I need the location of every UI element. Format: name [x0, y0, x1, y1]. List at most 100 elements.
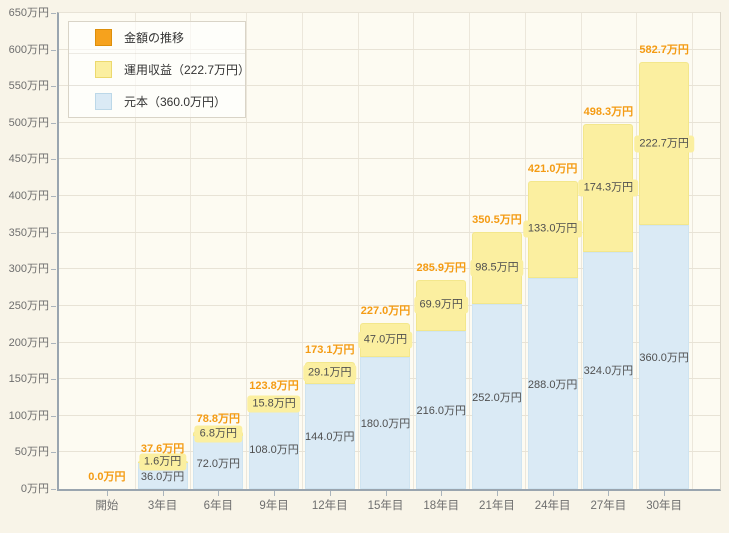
bar-27年目: 324.0万円 174.3万円 498.3万円 [578, 13, 639, 489]
total-value-label: 0.0万円 [88, 471, 126, 483]
y-axis-tick-label: 650万円 [8, 7, 49, 19]
legend-swatch-yellow-icon [95, 61, 112, 78]
x-axis-tick [274, 491, 276, 496]
x-axis-tick [218, 491, 220, 496]
x-axis-tick-label: 3年目 [147, 500, 178, 512]
bar-12年目: 144.0万円 29.1万円 173.1万円 [302, 13, 358, 489]
x-axis-tick-label: 30年目 [646, 500, 683, 512]
gridline-vertical [301, 13, 303, 489]
gridline-horizontal [59, 121, 720, 123]
y-axis-tick-label: 450万円 [8, 153, 49, 166]
total-value-label: 78.8万円 [196, 413, 241, 426]
y-axis-tick-label: 550万円 [8, 80, 49, 93]
profit-value-label: 1.6万円 [138, 453, 187, 471]
x-axis-tick-label: 24年目 [534, 500, 571, 512]
total-value-label: 285.9万円 [416, 261, 466, 274]
gridline-horizontal [59, 12, 720, 13]
chart-legend: 金額の推移 運用収益（222.7万円） 元本（360.0万円） [68, 21, 250, 118]
gridline-vertical [636, 13, 638, 489]
y-axis-tick [51, 342, 56, 344]
total-value-label: 421.0万円 [527, 162, 578, 175]
principal-value-label: 288.0万円 [527, 378, 578, 391]
y-axis-tick-label: 0万円 [20, 483, 49, 495]
principal-value-label: 360.0万円 [639, 352, 689, 365]
bar-segment-principal [527, 278, 578, 489]
y-axis-tick [51, 13, 56, 14]
gridline-horizontal [59, 158, 720, 160]
y-axis-tick-label: 150万円 [8, 373, 49, 386]
gridline-vertical [357, 13, 359, 489]
gridline-vertical [580, 13, 582, 489]
y-axis-tick-label: 500万円 [8, 116, 49, 129]
gridline-horizontal [59, 48, 720, 50]
bar-3年目: 36.0万円 1.6万円 37.6万円 [135, 13, 191, 489]
y-axis-tick [51, 122, 56, 124]
gridline-horizontal [59, 268, 720, 270]
profit-value-label: 133.0万円 [522, 220, 583, 238]
legend-label: 運用収益（222.7万円） [124, 63, 251, 77]
y-axis-tick-label: 400万円 [8, 190, 49, 203]
y-axis-tick [51, 415, 56, 417]
principal-value-label: 72.0万円 [196, 457, 241, 470]
y-axis-tick [51, 305, 56, 307]
total-value-label: 350.5万円 [472, 214, 522, 227]
x-axis-tick-label: 15年目 [367, 500, 404, 512]
legend-item-total[interactable]: 金額の推移 [69, 22, 245, 53]
bar-21年目: 252.0万円 98.5万円 350.5万円 [469, 13, 525, 489]
bar-segment-principal [360, 357, 411, 489]
y-axis-tick [51, 49, 56, 51]
x-axis-tick [552, 491, 554, 496]
gridline-vertical [692, 13, 693, 489]
profit-value-label: 15.8万円 [247, 395, 301, 413]
bar-segment-principal [583, 251, 634, 489]
profit-value-label: 174.3万円 [578, 179, 639, 197]
y-axis-tick [51, 196, 56, 198]
y-axis-tick-label: 350万円 [8, 226, 49, 239]
y-axis-tick [51, 269, 56, 271]
principal-value-label: 216.0万円 [416, 404, 466, 417]
profit-value-label: 6.8万円 [194, 425, 242, 443]
principal-value-label: 36.0万円 [140, 470, 185, 483]
gridline-horizontal [59, 85, 720, 87]
gridline-horizontal [59, 231, 720, 233]
bar-15年目: 180.0万円 47.0万円 227.0万円 [358, 13, 414, 489]
principal-value-label: 252.0万円 [472, 391, 522, 404]
x-axis-tick-label: 27年目 [590, 500, 627, 512]
total-value-label: 582.7万円 [639, 44, 689, 57]
y-axis-tick [51, 452, 56, 454]
total-value-label: 173.1万円 [305, 344, 355, 357]
y-axis-tick-label: 300万円 [8, 263, 49, 276]
x-axis-tick [496, 491, 498, 496]
x-axis-tick [162, 491, 164, 496]
y-axis-tick-label: 200万円 [8, 336, 49, 349]
principal-value-label: 180.0万円 [360, 418, 411, 431]
gridline-vertical [469, 13, 471, 489]
gridline-horizontal [59, 304, 720, 306]
y-axis-tick-label: 600万円 [8, 43, 49, 56]
legend-item-principal[interactable]: 元本（360.0万円） [69, 85, 245, 117]
legend-swatch-blue-icon [95, 93, 112, 110]
profit-value-label: 29.1万円 [303, 364, 357, 382]
bar-18年目: 216.0万円 69.9万円 285.9万円 [413, 13, 469, 489]
gridline-horizontal [59, 195, 720, 197]
total-value-label: 498.3万円 [583, 106, 634, 119]
bar-segment-principal [416, 330, 467, 489]
x-axis-tick [385, 491, 387, 496]
y-axis-tick-label: 100万円 [8, 409, 49, 422]
x-axis-tick-label: 12年目 [311, 500, 348, 512]
total-value-label: 123.8万円 [249, 380, 299, 393]
principal-value-label: 108.0万円 [249, 444, 299, 457]
legend-label: 金額の推移 [124, 31, 185, 45]
y-axis-tick [51, 379, 56, 381]
legend-item-profit[interactable]: 運用収益（222.7万円） [69, 53, 250, 85]
y-axis-tick [51, 86, 56, 88]
total-value-label: 227.0万円 [360, 304, 411, 317]
profit-value-label: 69.9万円 [414, 296, 468, 314]
y-axis-tick [51, 232, 56, 234]
bar-segment-principal [471, 304, 522, 489]
x-axis-tick [664, 491, 666, 496]
x-axis-tick [329, 491, 331, 496]
x-axis-tick-label: 18年目 [423, 500, 460, 512]
x-axis-tick-label: 6年目 [203, 500, 234, 512]
